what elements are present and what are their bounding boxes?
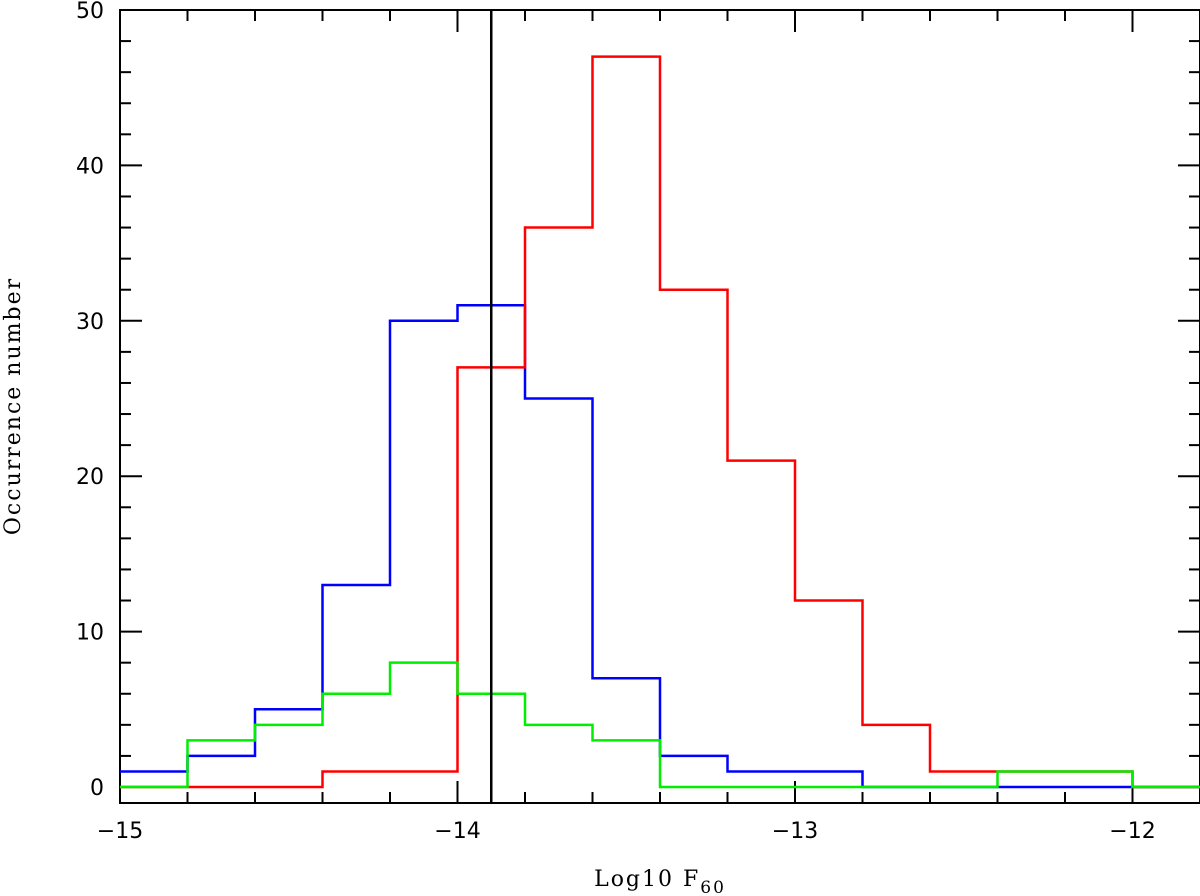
histogram-series-1 (120, 304, 1200, 789)
series-layer (120, 55, 1200, 789)
histogram-series-3 (120, 661, 1200, 789)
y-tick-label: 10 (76, 621, 104, 646)
tick-labels: −15 −14 −13 −12 0 10 20 30 40 50 (76, 0, 1156, 844)
y-tick-label: 50 (76, 0, 104, 24)
x-tick-label: −13 (772, 819, 818, 844)
x-tick-label: −15 (97, 819, 143, 844)
x-axis-label: Log10 F60 (594, 867, 726, 896)
y-axis-label: Occurrence number (1, 277, 26, 535)
x-tick-label: −14 (434, 819, 480, 844)
y-tick-label: 40 (76, 154, 104, 179)
x-tick-label: −12 (1109, 819, 1155, 844)
histogram-series-2 (120, 55, 1200, 789)
y-tick-label: 0 (90, 776, 104, 801)
y-tick-label: 30 (76, 310, 104, 335)
y-tick-label: 20 (76, 465, 104, 490)
x-axis-label-text: Log10 F (594, 867, 700, 892)
axis-ticks (119, 9, 1200, 803)
x-axis-label-subscript: 60 (700, 878, 726, 896)
